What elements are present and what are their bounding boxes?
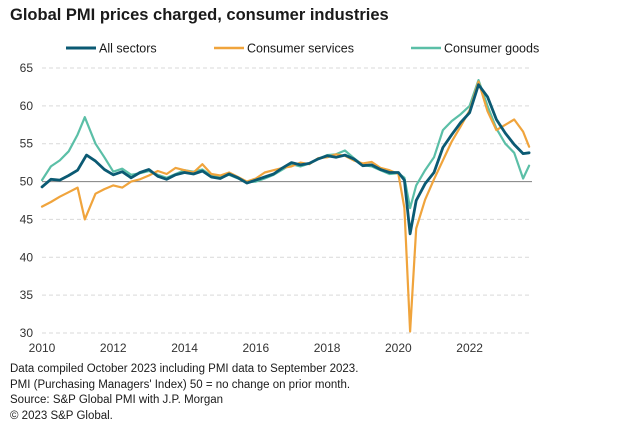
y-tick-label: 45: [20, 212, 34, 226]
footnotes: Data compiled October 2023 including PMI…: [10, 362, 358, 424]
footnote-compiled: Data compiled October 2023 including PMI…: [10, 363, 359, 375]
chart-title: Global PMI prices charged, consumer indu…: [10, 6, 389, 24]
x-tick-label: 2018: [314, 341, 341, 355]
series-line-consumer-services: [40, 80, 531, 333]
x-tick-label: 2012: [100, 341, 127, 355]
legend: All sectors Consumer services Consumer goo…: [66, 42, 539, 56]
footnote-source: Source: S&P Global PMI with J.P. Morgan: [10, 394, 224, 406]
y-axis-ticks: 30 35 40 45 50 55 60 65: [20, 61, 34, 340]
y-tick-label: 35: [20, 288, 34, 302]
x-axis-ticks: 2010 2012 2014 2016 2018 2020 2022: [29, 341, 484, 355]
grid-lines: [42, 67, 532, 334]
y-tick-label: 50: [20, 175, 34, 189]
y-tick-label: 30: [20, 326, 34, 340]
x-tick-label: 2010: [29, 341, 56, 355]
legend-label: Consumer goods: [444, 42, 539, 56]
x-tick-label: 2014: [171, 341, 198, 355]
footnote-copyright: © 2023 S&P Global.: [10, 409, 113, 422]
x-tick-label: 2020: [385, 341, 412, 355]
y-tick-label: 40: [20, 250, 34, 264]
y-tick-label: 60: [20, 99, 34, 113]
legend-label: Consumer services: [247, 42, 354, 56]
y-tick-label: 65: [20, 61, 34, 75]
line-chart: 30 35 40 45 50 55 60 65 2010 2012 2014 2016 2018 202…: [20, 42, 540, 356]
footnote-pmi-definition: PMI (Purchasing Managers' Index) 50 = no…: [10, 378, 351, 391]
x-tick-label: 2016: [242, 341, 269, 355]
y-tick-label: 55: [20, 137, 34, 151]
series-lines: [40, 79, 531, 333]
series-line-all-sectors: [40, 83, 531, 236]
legend-label: All sectors: [99, 42, 157, 56]
x-tick-label: 2022: [456, 341, 483, 355]
